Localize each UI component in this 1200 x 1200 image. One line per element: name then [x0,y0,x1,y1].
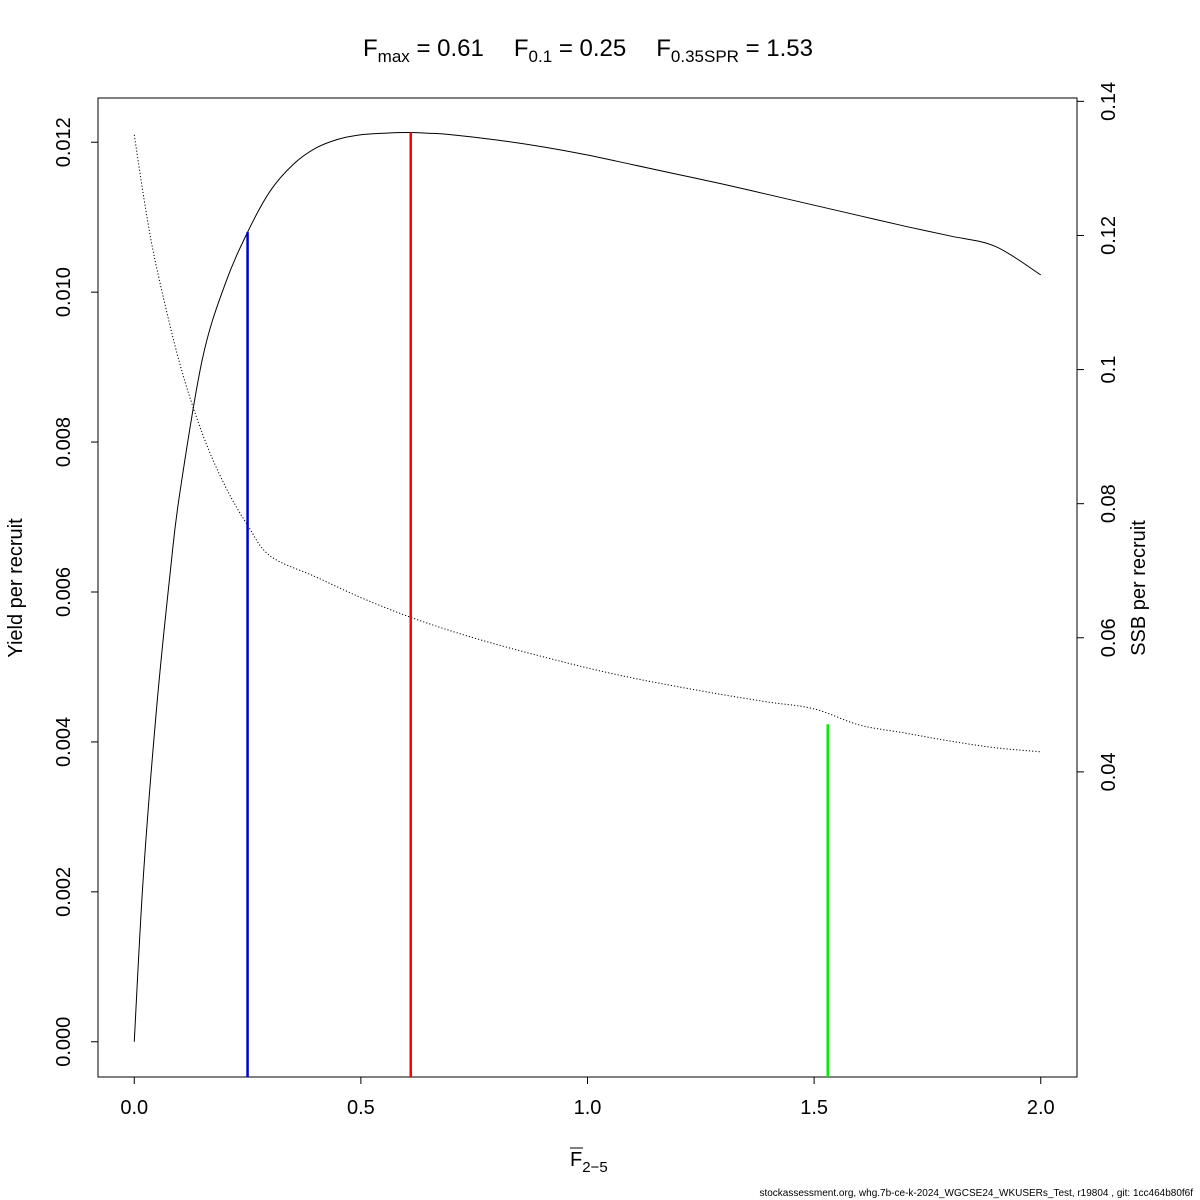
y-axis-title: Yield per recruit [5,518,27,658]
y-tick-label: 0.010 [53,267,75,317]
x-tick-label: 0.5 [347,1097,375,1119]
y2-axis-title: SSB per recruit [1128,520,1150,656]
y2-tick-label: 0.08 [1098,484,1120,523]
y-tick-label: 0.012 [53,117,75,167]
x-axis-title-subscript: 2−5 [582,1159,607,1176]
x-axis-title: F2−5 [570,1147,608,1176]
y2-tick-label: 0.12 [1098,216,1120,255]
reference-lines [246,132,829,1077]
yield-per-recruit-line [133,131,1042,1042]
chart-title: Fmax = 0.61 F0.1 = 0.25 F0.35SPR = 1.53 [363,35,813,66]
y-tick-label: 0.000 [53,1017,75,1067]
y-tick-label: 0.002 [53,867,75,917]
x-axis-title-base: F [570,1149,582,1171]
x-tick-label: 1.0 [574,1097,602,1119]
title-term-3: F [656,35,671,62]
title-term-2-value: = 0.25 [552,35,626,62]
ssb-per-recruit-line [133,134,1041,753]
plot-frame [97,97,1078,1078]
y2-tick-label: 0.1 [1098,356,1120,384]
y2-tick-label: 0.14 [1098,82,1120,121]
series-layer [133,131,1042,1042]
title-term-2-subscript: 0.1 [529,47,553,66]
title-term-2: F [514,35,529,62]
x-axis-title-text: F2−5 [570,1149,608,1176]
title-term-1-value: = 0.61 [410,35,484,62]
footer-text: stockassessment.org, whg.7b-ce-k-2024_WG… [759,1188,1193,1199]
x-tick-label: 1.5 [800,1097,828,1119]
x-axis: 0.0 0.5 1.0 1.5 2.0 [120,1076,1055,1119]
title-term-3-value: = 1.53 [739,35,813,62]
y-tick-label: 0.004 [53,717,75,767]
title-term-3-subscript: 0.35SPR [671,47,739,66]
y-axis: 0.000 0.002 0.004 0.006 0.008 0.010 0.012 [53,117,99,1067]
title-term-1-subscript: max [378,47,411,66]
x-tick-label: 2.0 [1027,1097,1055,1119]
title-term-1: F [363,35,378,62]
y-tick-label: 0.006 [53,567,75,617]
y2-tick-label: 0.04 [1098,752,1120,791]
x-tick-label: 0.0 [120,1097,148,1119]
y-tick-label: 0.008 [53,417,75,467]
y2-tick-label: 0.06 [1098,618,1120,657]
y2-axis: 0.04 0.06 0.08 0.1 0.12 0.14 [1076,82,1120,791]
